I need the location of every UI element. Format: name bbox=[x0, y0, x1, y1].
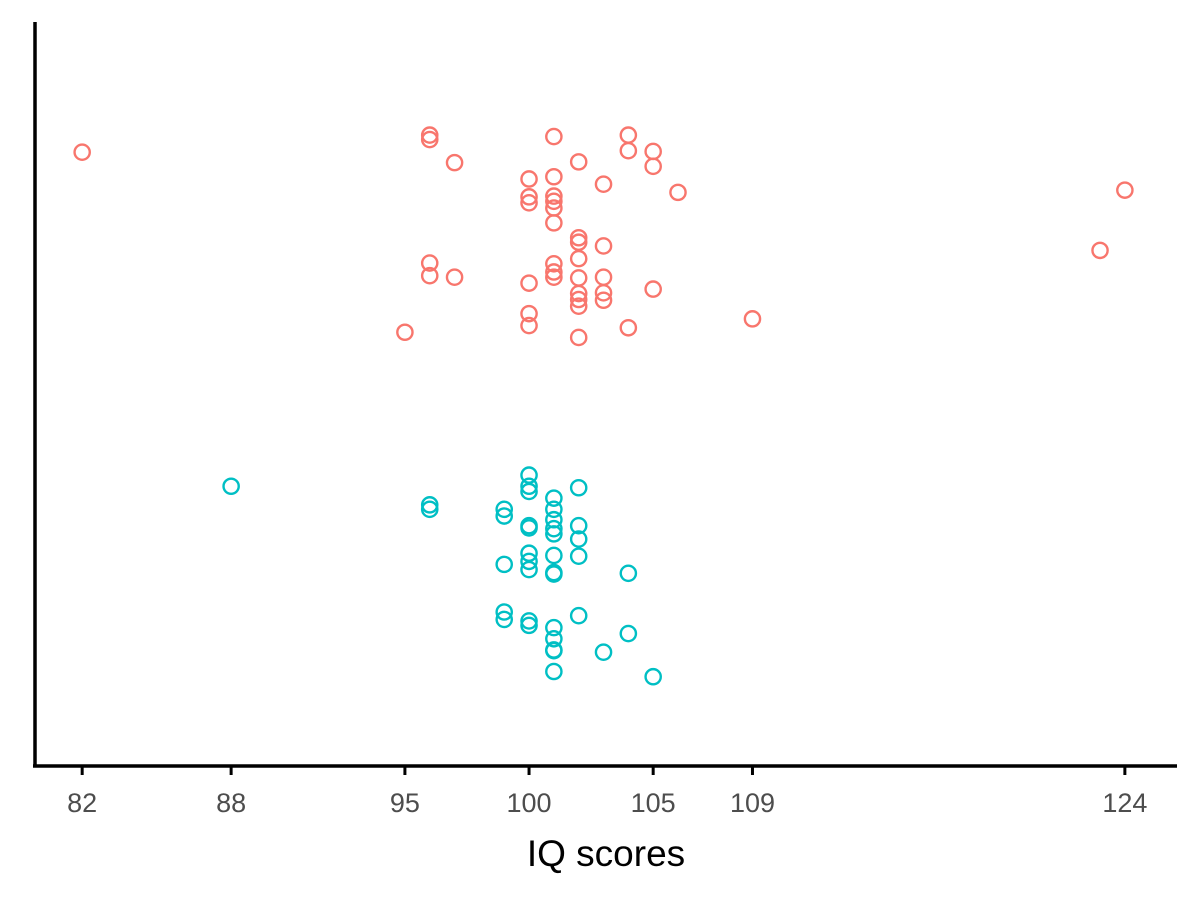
data-point bbox=[545, 618, 563, 637]
data-point bbox=[569, 297, 588, 316]
x-tick-label: 82 bbox=[67, 788, 97, 818]
data-point bbox=[569, 284, 588, 303]
points-layer bbox=[73, 126, 1134, 686]
data-point bbox=[495, 507, 514, 525]
data-point bbox=[520, 552, 538, 571]
data-point bbox=[520, 274, 538, 292]
data-point bbox=[420, 496, 439, 514]
data-point bbox=[743, 310, 762, 328]
x-tick-label: 109 bbox=[730, 788, 775, 818]
data-point bbox=[420, 254, 439, 272]
data-point bbox=[545, 500, 563, 519]
data-point bbox=[520, 616, 538, 635]
data-point bbox=[545, 641, 563, 660]
data-point bbox=[594, 237, 613, 255]
data-point bbox=[520, 482, 538, 501]
data-point bbox=[619, 126, 638, 144]
data-point bbox=[545, 187, 563, 205]
data-point bbox=[520, 316, 538, 335]
data-point bbox=[520, 477, 538, 496]
data-point bbox=[520, 519, 538, 537]
data-point bbox=[644, 157, 662, 176]
data-point bbox=[569, 547, 588, 565]
data-point bbox=[569, 290, 588, 309]
data-point bbox=[569, 249, 588, 268]
x-tick-label: 124 bbox=[1102, 788, 1147, 818]
x-ticks: 82 88 95 100 105 109 124 bbox=[67, 766, 1147, 818]
data-point bbox=[495, 500, 514, 519]
data-point bbox=[545, 254, 563, 273]
data-point bbox=[545, 546, 563, 565]
data-point bbox=[545, 192, 563, 211]
data-point bbox=[520, 170, 538, 188]
data-point bbox=[420, 126, 439, 144]
data-point bbox=[619, 141, 638, 160]
data-point bbox=[445, 268, 464, 286]
data-point bbox=[545, 214, 563, 232]
data-point bbox=[545, 662, 563, 681]
x-axis-title: IQ scores bbox=[527, 833, 685, 874]
data-point bbox=[520, 193, 538, 212]
x-tick-label: 105 bbox=[631, 788, 676, 818]
data-point bbox=[420, 266, 439, 285]
data-point bbox=[619, 318, 638, 337]
data-point bbox=[594, 643, 613, 661]
data-point bbox=[445, 153, 464, 172]
data-point bbox=[569, 516, 588, 535]
data-point bbox=[545, 167, 563, 186]
x-tick-label: 100 bbox=[507, 788, 552, 818]
x-tick-label: 88 bbox=[216, 788, 246, 818]
data-point bbox=[396, 323, 414, 342]
data-point bbox=[594, 175, 613, 193]
data-point bbox=[545, 489, 563, 507]
data-point bbox=[1116, 181, 1134, 199]
data-point bbox=[569, 606, 588, 625]
data-point bbox=[569, 228, 588, 247]
data-point bbox=[594, 268, 613, 286]
data-point bbox=[420, 130, 439, 149]
data-point bbox=[569, 153, 588, 171]
data-point bbox=[569, 328, 588, 347]
data-point bbox=[545, 629, 563, 648]
data-point bbox=[495, 603, 514, 621]
data-point bbox=[520, 612, 538, 630]
data-point bbox=[520, 560, 538, 579]
data-point bbox=[619, 564, 638, 583]
data-point bbox=[569, 530, 588, 548]
data-point bbox=[569, 478, 588, 497]
data-point bbox=[495, 610, 514, 629]
data-point bbox=[420, 500, 439, 519]
data-point bbox=[619, 624, 638, 643]
x-tick-label: 95 bbox=[390, 788, 420, 818]
data-point bbox=[495, 555, 514, 574]
data-point bbox=[545, 525, 563, 543]
data-point bbox=[222, 477, 240, 496]
data-point bbox=[569, 269, 588, 287]
data-point bbox=[644, 667, 662, 686]
data-point bbox=[520, 188, 538, 206]
data-point bbox=[669, 183, 687, 202]
data-point bbox=[594, 291, 613, 310]
data-point bbox=[594, 284, 613, 302]
data-point bbox=[644, 142, 662, 161]
data-point bbox=[644, 280, 662, 298]
data-point bbox=[545, 519, 563, 538]
data-point bbox=[545, 268, 563, 286]
data-point bbox=[545, 565, 563, 583]
data-point bbox=[73, 143, 91, 161]
data-point bbox=[545, 263, 563, 281]
data-point bbox=[1091, 241, 1109, 260]
data-point bbox=[520, 304, 538, 323]
data-point bbox=[545, 127, 563, 146]
